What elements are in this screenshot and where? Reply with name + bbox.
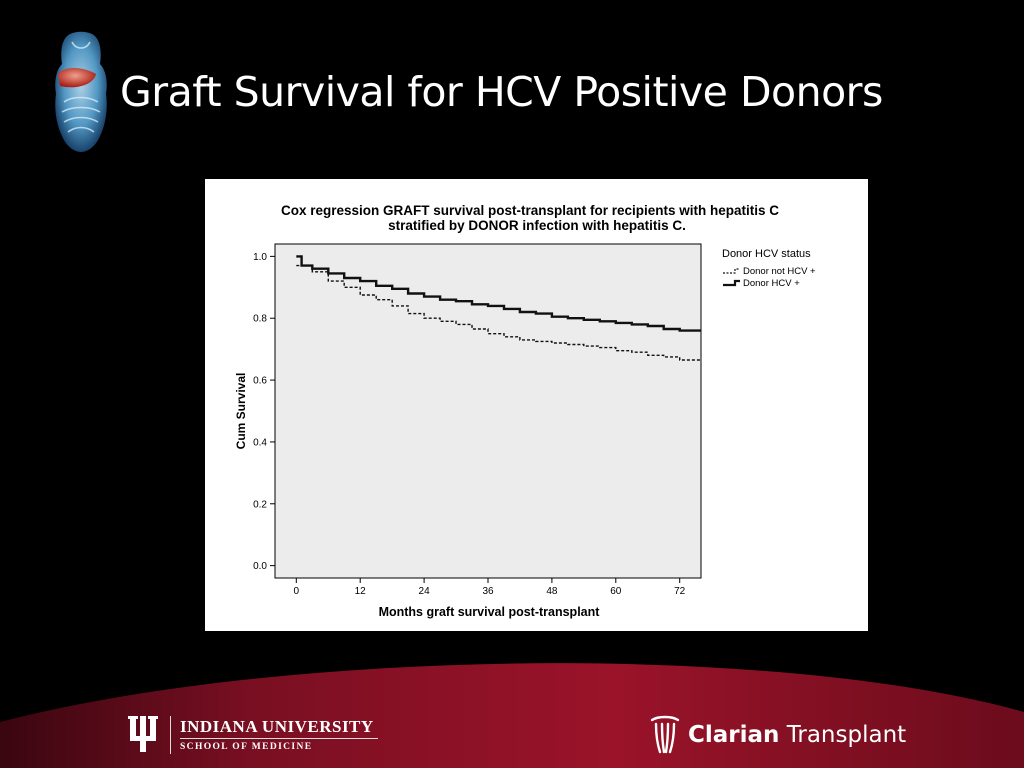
- y-tick-label: 0.4: [253, 437, 267, 448]
- x-tick-label: 48: [546, 586, 558, 597]
- x-tick-label: 72: [674, 586, 686, 597]
- plot-area: [274, 243, 702, 579]
- legend-title: Donor HCV status: [722, 248, 811, 260]
- legend-swatch: [723, 279, 740, 287]
- brand-bold: Clarian: [688, 722, 780, 748]
- footer-divider: [170, 716, 171, 754]
- brand-rest: Transplant: [779, 722, 907, 748]
- slide-title: Graft Survival for HCV Positive Donors: [120, 68, 883, 116]
- x-tick-label: 12: [355, 586, 367, 597]
- legend: Donor HCV status Donor not HCV +Donor HC…: [722, 248, 816, 289]
- survival-chart-figure: Cox regression GRAFT survival post-trans…: [205, 179, 868, 631]
- iu-trident-logo: [128, 716, 158, 752]
- x-tick-label: 24: [419, 586, 431, 597]
- x-tick-label: 36: [482, 586, 494, 597]
- footer-band: [0, 663, 1024, 768]
- legend-label: Donor not HCV +: [743, 266, 816, 277]
- legend-swatch: [723, 268, 740, 274]
- y-tick-label: 0.0: [253, 561, 267, 572]
- clarian-logo-icon: [650, 715, 680, 754]
- university-name: INDIANA UNIVERSITY: [180, 717, 374, 736]
- series-line-donor-not-hcv: [296, 264, 701, 361]
- university-rule: [180, 738, 378, 739]
- legend-label: Donor HCV +: [743, 278, 800, 289]
- y-tick-label: 1.0: [253, 252, 267, 263]
- x-tick-label: 0: [294, 586, 300, 597]
- y-tick-label: 0.6: [253, 376, 267, 387]
- chart-title: Cox regression GRAFT survival post-trans…: [281, 203, 779, 218]
- y-tick-label: 0.2: [253, 499, 267, 510]
- survival-chart: Cox regression GRAFT survival post-trans…: [234, 203, 816, 619]
- y-tick-label: 0.8: [253, 314, 267, 325]
- y-axis-label: Cum Survival: [234, 373, 248, 450]
- anatomy-organs-icon: [55, 31, 107, 152]
- school-name: SCHOOL OF MEDICINE: [180, 742, 313, 752]
- x-tick-label: 60: [610, 586, 622, 597]
- x-axis-label: Months graft survival post-transplant: [379, 605, 601, 619]
- chart-subtitle: stratified by DONOR infection with hepat…: [388, 218, 686, 233]
- series-line-donor-hcv: [296, 255, 701, 332]
- clarian-transplant-brand: Clarian Transplant: [688, 722, 906, 748]
